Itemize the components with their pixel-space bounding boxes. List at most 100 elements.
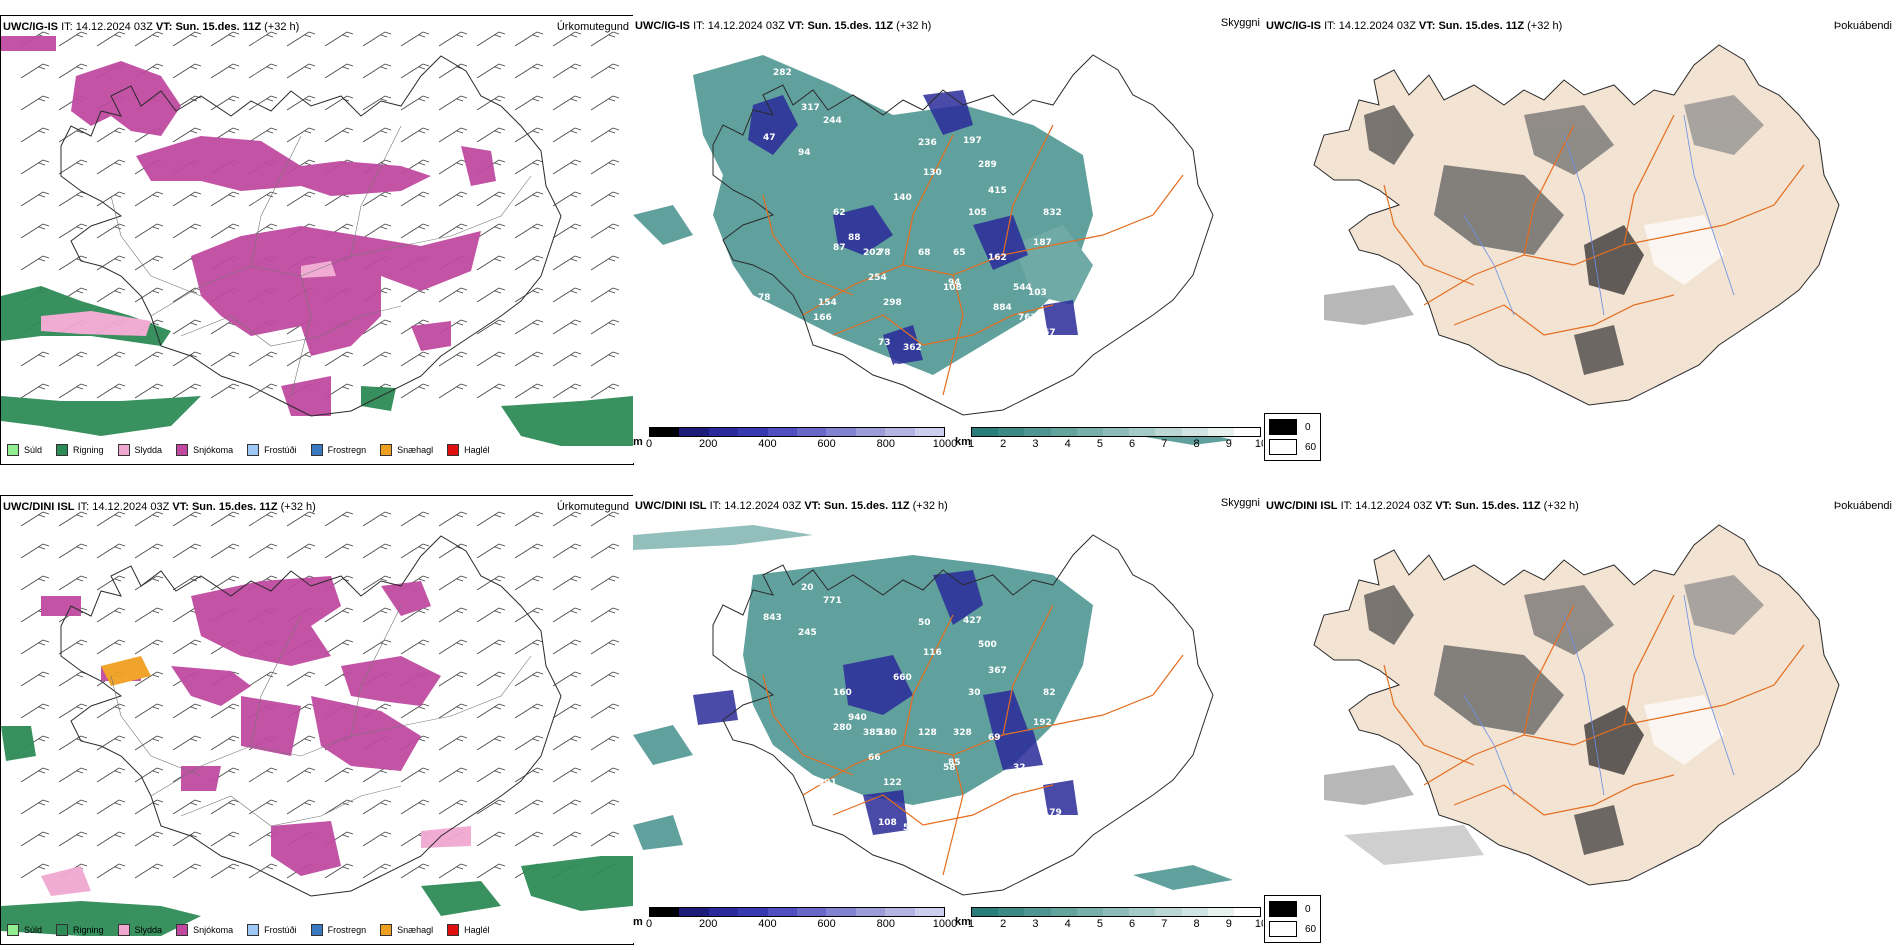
legend-item: Frostregn bbox=[310, 924, 366, 936]
legend-swatch bbox=[247, 444, 260, 456]
snow-depth-label: 88 bbox=[848, 233, 861, 243]
colorbar-tick: 2 bbox=[1000, 918, 1007, 930]
wind-barb bbox=[286, 63, 316, 79]
wind-barb bbox=[324, 351, 354, 367]
wind-barb bbox=[590, 255, 620, 271]
snow-depth-label: 280 bbox=[833, 723, 852, 733]
wind-barb bbox=[96, 767, 126, 783]
sleet-hail-area bbox=[101, 656, 151, 686]
wind-barb bbox=[134, 383, 164, 399]
wind-barb bbox=[96, 639, 126, 655]
wind-barb bbox=[362, 31, 392, 47]
wind-barb bbox=[286, 799, 316, 815]
wind-barb bbox=[248, 671, 278, 687]
wind-barb bbox=[96, 703, 126, 719]
wind-barb bbox=[400, 95, 430, 111]
wind-barb bbox=[552, 767, 582, 783]
colorbar-segment bbox=[767, 908, 798, 916]
wind-barb bbox=[96, 127, 126, 143]
wind-barb bbox=[552, 575, 582, 591]
wind-barb bbox=[514, 575, 544, 591]
wind-barb bbox=[134, 863, 164, 879]
wind-barb bbox=[20, 191, 50, 207]
colorbar-segment bbox=[885, 908, 915, 916]
colorbar-tick: 4 bbox=[1064, 438, 1071, 450]
colorbar-segment bbox=[797, 428, 827, 436]
low-cloud-areas bbox=[1324, 575, 1764, 865]
wind-barb bbox=[172, 191, 202, 207]
wind-barb bbox=[58, 223, 88, 239]
legend-label: Rigning bbox=[73, 445, 104, 455]
wind-barb bbox=[590, 799, 620, 815]
wind-barb bbox=[362, 511, 392, 527]
colorbar-segment bbox=[1207, 908, 1234, 916]
legend-swatch bbox=[310, 444, 323, 456]
wind-barb bbox=[590, 159, 620, 175]
snow-depth-label: 116 bbox=[893, 843, 912, 853]
colorbar-tick: 4 bbox=[1064, 918, 1071, 930]
model-name: UWC/IG-IS bbox=[635, 20, 690, 32]
wind-barb bbox=[362, 543, 392, 559]
lead-time: (+32 h) bbox=[1543, 500, 1579, 512]
wind-barb bbox=[210, 703, 240, 719]
snow-depth-label: 415 bbox=[988, 186, 1007, 196]
snow-area bbox=[461, 146, 496, 186]
road-network bbox=[110, 125, 532, 397]
legend-swatch bbox=[117, 444, 130, 456]
rain-area bbox=[521, 856, 633, 911]
snow-visibility-panel-2: 670 20 771 843 245 50 427 500 367 116 30 660 160 940 2… bbox=[633, 495, 1263, 943]
precip-type-title: Úrkomutegund bbox=[556, 501, 629, 513]
wind-barb bbox=[590, 735, 620, 751]
road-network bbox=[110, 605, 532, 827]
wind-barb bbox=[58, 799, 88, 815]
wind-barb bbox=[248, 63, 278, 79]
wind-barb bbox=[438, 351, 468, 367]
wind-barb bbox=[20, 767, 50, 783]
panel-title-1-cloud: UWC/IG-IS IT: 14.12.2024 03Z VT: Sun. 15… bbox=[1266, 20, 1562, 32]
valid-label: VT: bbox=[155, 21, 173, 33]
wind-barb bbox=[324, 95, 354, 111]
wind-barb bbox=[552, 799, 582, 815]
cloud-title: Þokuábendi bbox=[1833, 500, 1892, 512]
wind-barb bbox=[20, 543, 50, 559]
wind-barb bbox=[514, 351, 544, 367]
rain-area bbox=[1, 901, 201, 936]
init-time: 14.12.2024 03Z bbox=[1355, 500, 1433, 512]
wind-barb bbox=[476, 639, 506, 655]
snow-area bbox=[271, 821, 341, 876]
wind-barb bbox=[134, 703, 164, 719]
wind-barb bbox=[476, 95, 506, 111]
wind-barb bbox=[134, 735, 164, 751]
wind-barb bbox=[172, 319, 202, 335]
lead-time: (+32 h) bbox=[264, 21, 300, 33]
wind-barb bbox=[400, 799, 430, 815]
rain-area bbox=[361, 386, 396, 411]
wind-barb bbox=[362, 223, 392, 239]
wind-barb bbox=[210, 351, 240, 367]
wind-barb bbox=[400, 863, 430, 879]
colorbar-tick: 5 bbox=[1096, 918, 1103, 930]
wind-barb bbox=[476, 799, 506, 815]
wind-barb bbox=[96, 351, 126, 367]
visibility-colorbar: km1 2 3 4 5 6 7 8 9 10 bbox=[955, 427, 1263, 451]
wind-barb bbox=[324, 543, 354, 559]
wind-barb bbox=[362, 575, 392, 591]
snow-depth-label: 20 bbox=[801, 583, 814, 593]
colorbar-segment bbox=[738, 428, 768, 436]
legend-swatch bbox=[56, 924, 69, 936]
colorbar-segment bbox=[1233, 908, 1261, 916]
wind-barb bbox=[134, 287, 164, 303]
legend-item: Frostúði bbox=[247, 924, 297, 936]
wind-barb bbox=[476, 63, 506, 79]
wind-barb bbox=[438, 511, 468, 527]
snow-area bbox=[181, 766, 221, 791]
sleet-area bbox=[41, 311, 151, 336]
wind-barb bbox=[590, 671, 620, 687]
wind-barb bbox=[438, 63, 468, 79]
init-time: 14.12.2024 03Z bbox=[75, 21, 153, 33]
wind-barb bbox=[400, 63, 430, 79]
colorbar-tick: 7 bbox=[1161, 438, 1168, 450]
wind-barb bbox=[362, 95, 392, 111]
wind-barb bbox=[58, 639, 88, 655]
